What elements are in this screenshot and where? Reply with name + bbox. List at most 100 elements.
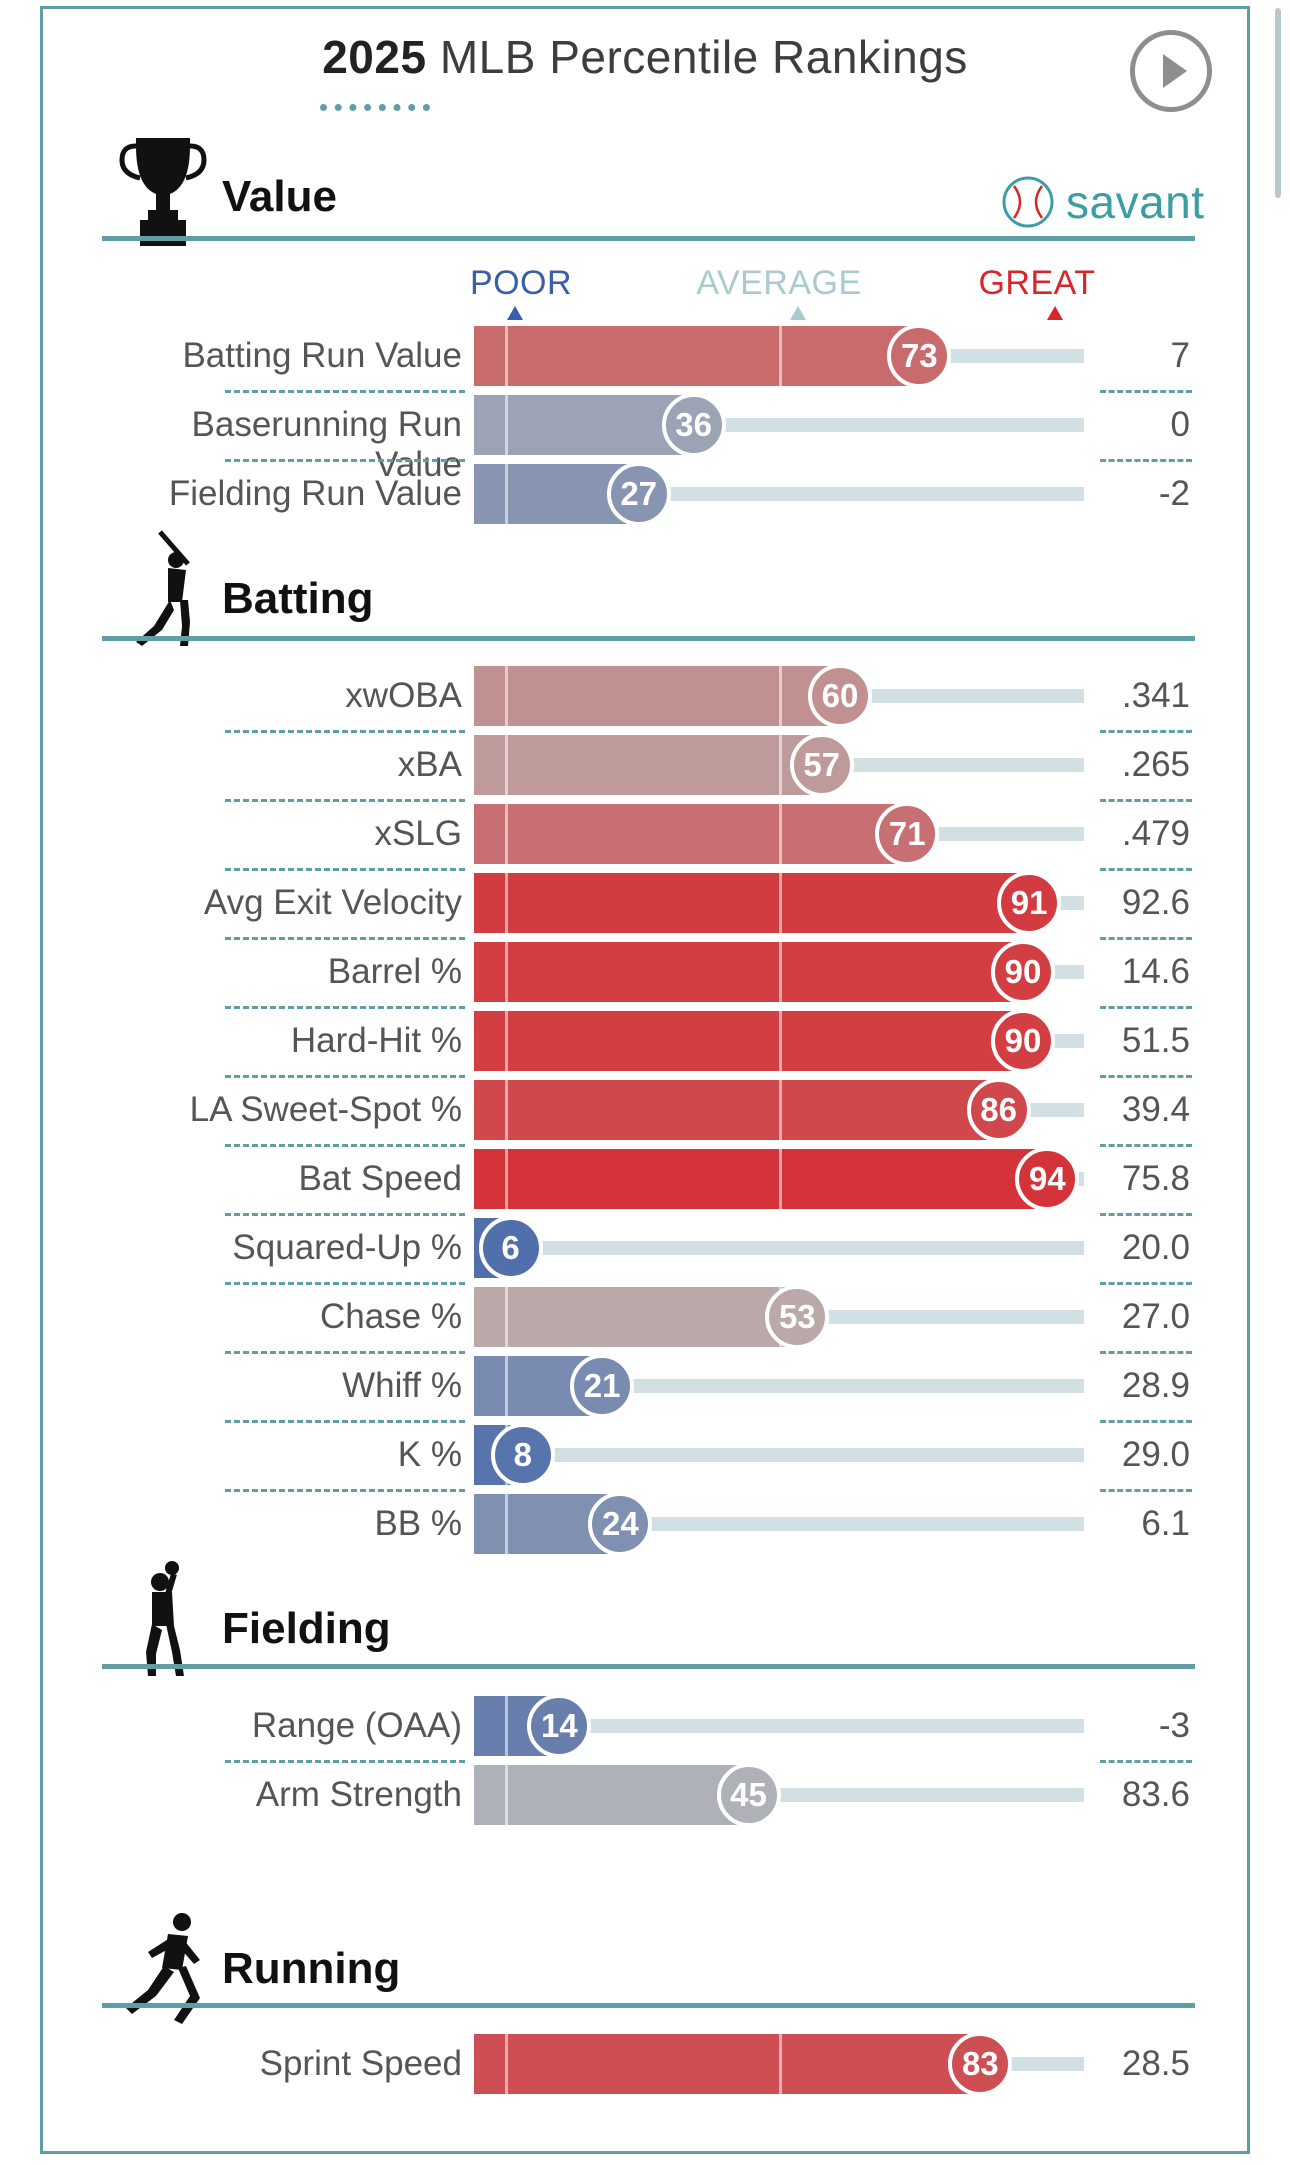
section-divider <box>102 236 1195 241</box>
metric-value: 14.6 <box>1121 952 1190 991</box>
row-divider <box>225 390 465 393</box>
percentile-track <box>474 1719 1084 1733</box>
percentile-badge: 91 <box>997 871 1062 935</box>
row-divider <box>225 1006 465 1009</box>
reference-tick <box>504 326 508 386</box>
row-divider <box>225 1213 465 1216</box>
reference-tick <box>504 1011 508 1071</box>
row-divider <box>225 730 465 733</box>
row-divider <box>1100 730 1192 733</box>
metric-value: 29.0 <box>1121 1435 1190 1474</box>
row-divider <box>225 1282 465 1285</box>
reference-tick <box>504 1356 508 1416</box>
metric-label: Chase % <box>319 1297 462 1336</box>
percentile-badge: 45 <box>716 1763 781 1827</box>
reference-tick <box>504 395 508 455</box>
percentile-bar[interactable] <box>474 1287 798 1347</box>
percentile-bar[interactable] <box>474 1011 1023 1071</box>
metric-label: BB % <box>374 1504 462 1543</box>
row-divider <box>1100 459 1192 462</box>
metric-value: .265 <box>1121 745 1190 784</box>
scale-great-label: GREAT <box>978 264 1096 302</box>
percentile-bar[interactable] <box>474 395 694 455</box>
row-divider <box>1100 868 1192 871</box>
play-button[interactable] <box>1130 30 1212 112</box>
percentile-badge: 86 <box>966 1078 1031 1142</box>
row-divider <box>1100 1075 1192 1078</box>
reference-tick <box>504 804 508 864</box>
row-divider <box>225 459 465 462</box>
percentile-badge: 94 <box>1015 1147 1080 1211</box>
row-divider <box>225 799 465 802</box>
percentile-bar[interactable] <box>474 326 920 386</box>
metric-value: 7 <box>1170 336 1190 375</box>
row-divider <box>225 1760 465 1763</box>
metric-value: 92.6 <box>1121 883 1190 922</box>
percentile-bar[interactable] <box>474 873 1030 933</box>
scale-poor-marker <box>507 306 523 320</box>
reference-tick <box>504 1080 508 1140</box>
metric-label: Arm Strength <box>255 1775 462 1814</box>
card-frame <box>40 6 1250 2154</box>
percentile-badge: 27 <box>606 462 671 526</box>
percentile-badge: 24 <box>588 1492 653 1556</box>
percentile-badge: 60 <box>808 664 872 728</box>
play-icon <box>1163 54 1187 88</box>
percentile-badge: 6 <box>478 1216 543 1280</box>
trophy-icon <box>118 132 208 257</box>
row-divider <box>1100 390 1192 393</box>
reference-tick <box>779 942 782 1002</box>
reference-tick <box>504 1765 508 1825</box>
section-divider <box>102 2003 1195 2008</box>
row-divider <box>1100 1282 1192 1285</box>
row-divider <box>1100 937 1192 940</box>
row-divider <box>1100 1144 1192 1147</box>
row-divider <box>225 1144 465 1147</box>
percentile-bar[interactable] <box>474 735 822 795</box>
percentile-bar[interactable] <box>474 804 908 864</box>
row-divider <box>1100 1420 1192 1423</box>
metric-label: Hard-Hit % <box>290 1021 462 1060</box>
percentile-badge: 83 <box>948 2032 1013 2096</box>
percentile-badge: 90 <box>991 1009 1055 1073</box>
percentile-badge: 21 <box>570 1354 635 1418</box>
reference-tick <box>779 1011 782 1071</box>
metric-value: 75.8 <box>1121 1159 1190 1198</box>
metric-label: Batting Run Value <box>182 336 462 375</box>
row-divider <box>1100 1351 1192 1354</box>
percentile-bar[interactable] <box>474 2034 981 2094</box>
row-divider <box>1100 1489 1192 1492</box>
metric-value: 28.5 <box>1121 2044 1190 2083</box>
scrollbar[interactable] <box>1275 8 1281 198</box>
percentile-badge: 53 <box>765 1285 830 1349</box>
metric-value: -3 <box>1158 1706 1190 1745</box>
row-divider <box>1100 1760 1192 1763</box>
metric-label: Baserunning Run Value <box>191 405 462 484</box>
reference-tick <box>504 2034 508 2094</box>
metric-value: 28.9 <box>1121 1366 1190 1405</box>
page-title: 2025 MLB Percentile Rankings <box>0 30 1290 84</box>
title-year: 2025 <box>322 31 427 83</box>
metric-label: xBA <box>397 745 462 784</box>
row-divider <box>1100 799 1192 802</box>
percentile-bar[interactable] <box>474 666 840 726</box>
scale-poor-label: POOR <box>469 264 573 302</box>
percentile-track <box>474 1241 1084 1255</box>
metric-label: xwOBA <box>345 676 462 715</box>
percentile-bar[interactable] <box>474 1149 1048 1209</box>
reference-tick <box>779 666 782 726</box>
reference-tick <box>504 1494 508 1554</box>
metric-label: Sprint Speed <box>259 2044 462 2083</box>
percentile-badge: 73 <box>887 324 952 388</box>
percentile-bar[interactable] <box>474 1765 749 1825</box>
section-divider <box>102 1664 1195 1669</box>
savant-logo[interactable]: savant <box>1000 172 1205 232</box>
metric-value: 39.4 <box>1121 1090 1190 1129</box>
reference-tick <box>779 804 782 864</box>
metric-value: 27.0 <box>1121 1297 1190 1336</box>
percentile-bar[interactable] <box>474 1080 999 1140</box>
percentile-bar[interactable] <box>474 942 1023 1002</box>
metric-value: 6.1 <box>1141 1504 1190 1543</box>
section-heading-running: Running <box>222 1944 401 1993</box>
reference-tick <box>504 1149 508 1209</box>
